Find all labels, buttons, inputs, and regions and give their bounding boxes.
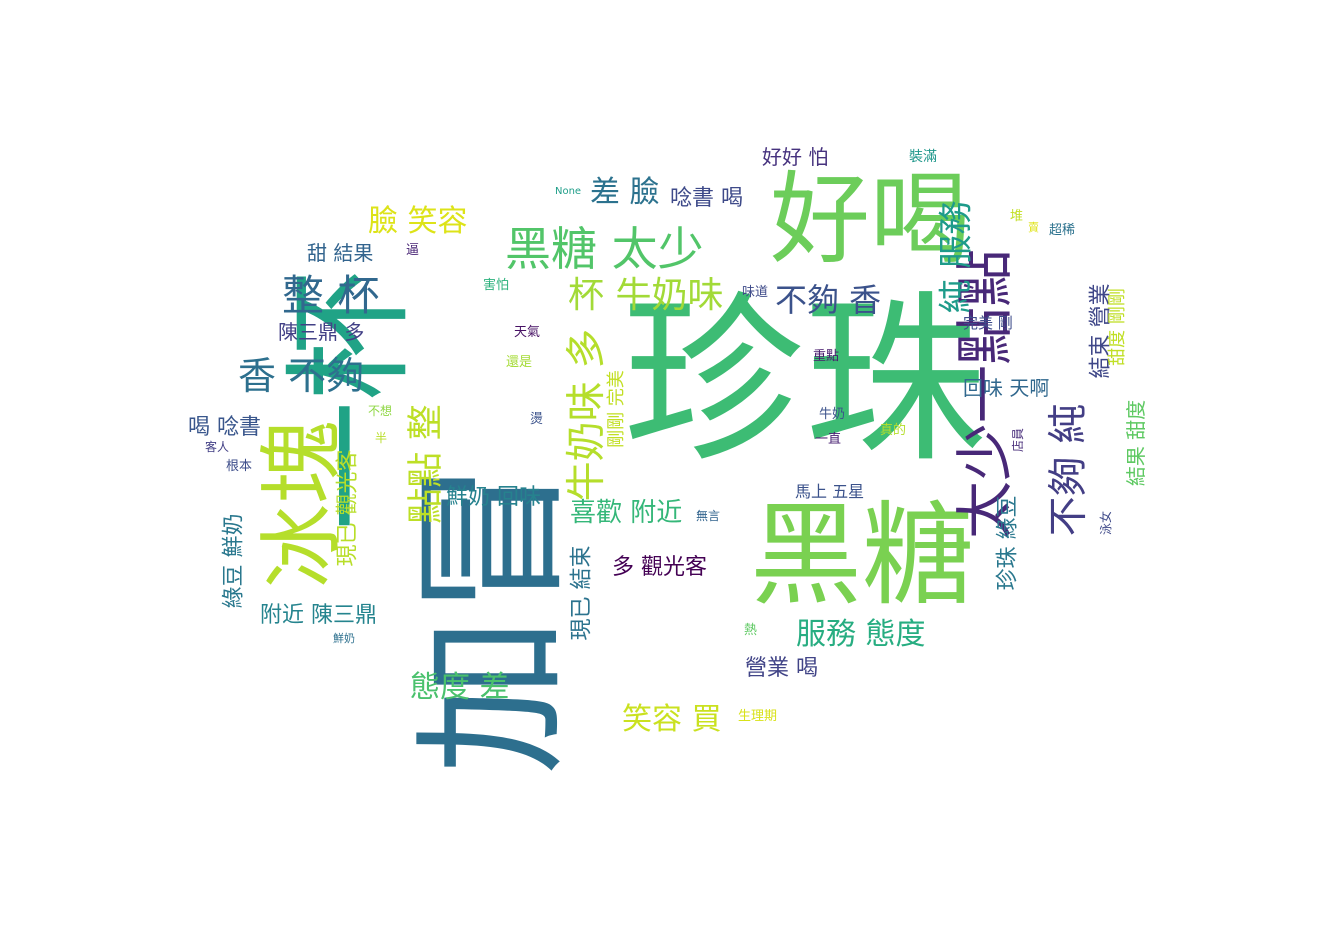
word-weidao: 味道 <box>742 285 769 300</box>
word-re: 熱 <box>744 623 758 638</box>
word-duo-guanguangke: 多 觀光客 <box>612 555 707 580</box>
word-tianqi: 天氣 <box>514 325 541 340</box>
word-ban: 半 <box>375 431 388 445</box>
word-zhenzhu: 珍珠 <box>622 275 986 487</box>
word-xiang-bugou: 香 不夠 <box>238 354 365 398</box>
word-zheng-bei: 整 杯 <box>282 271 380 320</box>
word-tiandu-ganggang: 甜度 剛剛 <box>1106 288 1128 366</box>
word-shengliqi: 生理期 <box>738 709 778 724</box>
word-keren: 客人 <box>205 440 230 454</box>
word-zhuangman: 裝滿 <box>909 149 937 165</box>
word-wuyan: 無言 <box>696 509 721 523</box>
word-mai: 賣 <box>1028 221 1039 234</box>
word-yingye-he: 營業 喝 <box>745 656 818 681</box>
word-dianyuan: 店員 <box>1011 427 1026 453</box>
word-xiaorong-mai: 笑容 買 <box>622 702 722 737</box>
word-genben: 根本 <box>226 459 253 474</box>
word-haishi: 還是 <box>506 355 533 370</box>
word-heitang: 黑糖 <box>750 491 974 621</box>
word-diandian-zheng: 點點 整 <box>405 404 447 524</box>
word-xihuan-fujin: 喜歡 附近 <box>570 498 683 528</box>
word-nianshu-he: 唸書 喝 <box>670 186 743 211</box>
word-niunai: 牛奶 <box>819 407 846 422</box>
word-dui: 堆 <box>1010 209 1024 224</box>
word-huiwei-tiana: 回味 天啊 <box>963 376 1050 400</box>
word-zhende: 真的 <box>880 423 907 438</box>
word-chun-fuwu: 純 服務 <box>936 200 977 314</box>
word-haohe: 好喝 <box>770 161 970 278</box>
word-buxiang: 不想 <box>368 404 393 418</box>
word-he-nianshu: 喝 唸書 <box>188 415 261 440</box>
word-haohao-pa: 好好 怕 <box>762 145 829 169</box>
word-bei-niunaiwei: 杯 牛奶味 <box>568 275 724 316</box>
word-xiannai-huiwei: 鮮奶 回味 <box>446 485 541 510</box>
word-xiannai: 鮮奶 <box>333 632 355 645</box>
word-fuwu-taidu: 服務 態度 <box>796 617 926 652</box>
word-ganggang-wanmei: 剛剛 完美 <box>605 370 627 448</box>
word-bi: 逼 <box>406 243 420 258</box>
word-chaoxi: 超稀 <box>1049 223 1076 238</box>
word-fujin-chensanding: 附近 陳三鼎 <box>260 603 377 628</box>
word-heitang-taishao: 黑糖 太少 <box>505 222 704 276</box>
word-xianyi-jieshu: 現已 結束 <box>569 545 595 641</box>
word-jieguo-tiandu: 結果 甜度 <box>1124 399 1149 487</box>
word-chensanding-duo: 陳三鼎 多 <box>278 320 365 344</box>
word-cha-lian: 差 臉 <box>590 175 660 210</box>
word-mashang-wuxing: 馬上 五星 <box>795 482 865 501</box>
word-bingkuai: 冰塊 <box>253 419 352 589</box>
word-niunaiwei-duo: 牛奶味 多 <box>563 328 610 502</box>
word-bugou-xiang: 不夠 香 <box>775 281 882 319</box>
word-tang: 燙 <box>530 412 544 427</box>
word-yongnv: 泳女 <box>1099 510 1114 536</box>
word-xianyi-guanguangke: 現已 觀光客 <box>335 449 361 567</box>
word-lian-xiaorong: 臉 笑容 <box>368 204 468 239</box>
word-haipa: 害怕 <box>483 278 510 293</box>
word-wanmei-gang: 完美 剛 <box>963 314 1013 332</box>
word-lvdou-xiannai: 綠豆 鮮奶 <box>221 513 247 609</box>
word-tian-jieguo: 甜 結果 <box>307 241 374 265</box>
word-taidu-cha: 態度 差 <box>410 670 510 705</box>
word-none: None <box>555 186 582 197</box>
word-yizhi: 一直 <box>815 432 842 447</box>
word-bugou-chun: 不夠 純 <box>1045 403 1092 537</box>
word-zhenzhu-lvdou: 珍珠 綠豆 <box>995 495 1021 591</box>
word-zhongdian: 重點 <box>813 349 840 364</box>
